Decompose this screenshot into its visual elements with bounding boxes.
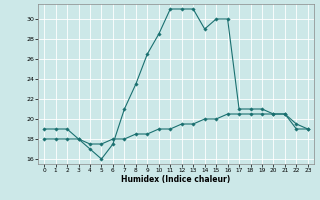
X-axis label: Humidex (Indice chaleur): Humidex (Indice chaleur)	[121, 175, 231, 184]
